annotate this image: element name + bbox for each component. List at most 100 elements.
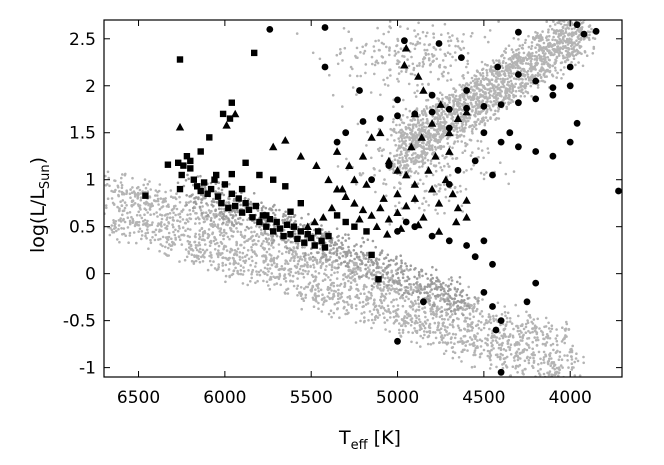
background-star-point — [411, 125, 415, 128]
background-star-point — [470, 325, 474, 329]
background-star-point — [518, 44, 522, 47]
background-star-point — [307, 282, 311, 286]
background-star-point — [404, 262, 407, 265]
background-star-point — [131, 186, 134, 189]
background-star-point — [193, 240, 196, 244]
background-star-point — [485, 74, 489, 77]
background-star-point — [508, 96, 511, 100]
background-star-point — [384, 328, 387, 331]
background-star-point — [564, 49, 568, 53]
background-star-point — [446, 302, 449, 306]
background-star-point — [256, 209, 260, 212]
background-star-point — [393, 158, 397, 161]
background-star-point — [512, 72, 515, 75]
background-star-point — [203, 252, 206, 255]
background-star-point — [176, 229, 180, 233]
background-star-point — [557, 358, 561, 362]
background-star-point — [454, 157, 458, 160]
background-star-point — [504, 47, 508, 50]
background-star-point — [137, 210, 140, 214]
background-star-point — [192, 206, 195, 210]
background-star-point — [331, 281, 334, 285]
background-star-point — [429, 138, 433, 141]
background-star-point — [404, 142, 407, 145]
background-star-point — [380, 251, 383, 255]
background-star-point — [489, 70, 492, 73]
background-star-point — [467, 119, 470, 123]
background-star-point — [529, 84, 533, 88]
background-star-point — [222, 237, 225, 241]
background-star-point — [517, 86, 520, 89]
background-star-point — [396, 59, 399, 62]
background-star-point — [429, 126, 433, 130]
background-star-point — [478, 122, 481, 126]
background-star-point — [409, 268, 412, 271]
background-star-point — [327, 230, 331, 234]
background-star-point — [394, 309, 397, 313]
background-star-point — [552, 35, 555, 39]
background-star-point — [524, 38, 527, 42]
background-star-point — [104, 184, 108, 187]
background-star-point — [514, 94, 518, 98]
background-star-point — [316, 262, 319, 265]
background-star-point — [458, 328, 462, 332]
background-star-point — [189, 194, 193, 198]
background-star-point — [157, 222, 160, 225]
background-star-point — [183, 258, 187, 262]
background-star-point — [163, 252, 166, 255]
background-star-point — [168, 216, 172, 219]
background-star-point — [474, 353, 477, 357]
background-star-point — [473, 349, 477, 352]
background-star-point — [318, 247, 322, 251]
background-star-point — [232, 257, 235, 260]
background-star-point — [295, 32, 299, 35]
background-star-point — [581, 64, 585, 68]
background-star-point — [294, 219, 297, 223]
background-star-point — [138, 188, 142, 192]
background-star-point — [479, 321, 483, 324]
background-star-point — [482, 326, 486, 330]
background-star-point — [246, 249, 250, 252]
background-star-point — [350, 259, 354, 263]
background-star-point — [551, 74, 555, 78]
background-star-point — [407, 64, 411, 68]
background-star-point — [365, 285, 368, 289]
background-star-point — [250, 245, 253, 249]
background-star-point — [432, 46, 436, 49]
background-star-point — [398, 160, 402, 163]
background-star-point — [405, 135, 409, 139]
background-star-point — [259, 244, 263, 248]
background-star-point — [387, 309, 391, 313]
background-star-point — [507, 345, 510, 349]
background-star-point — [413, 171, 417, 175]
background-star-point — [333, 302, 337, 306]
background-star-point — [476, 139, 480, 143]
background-star-point — [388, 292, 392, 295]
background-star-point — [372, 308, 376, 311]
background-star-point — [538, 57, 542, 60]
background-star-point — [201, 260, 205, 263]
background-star-point — [415, 64, 419, 68]
background-star-point — [555, 56, 559, 59]
background-star-point — [462, 171, 466, 174]
background-star-point — [521, 323, 524, 326]
background-star-point — [529, 81, 533, 84]
background-star-point — [257, 270, 261, 274]
background-star-point — [366, 130, 369, 134]
background-star-point — [241, 273, 245, 276]
background-star-point — [470, 167, 473, 171]
background-star-point — [324, 253, 328, 257]
background-star-point — [420, 141, 424, 145]
background-star-point — [230, 248, 234, 252]
background-star-point — [377, 48, 381, 52]
background-star-point — [447, 199, 451, 203]
background-star-point — [364, 263, 368, 267]
background-star-point — [392, 280, 396, 284]
background-star-point — [547, 321, 550, 325]
background-star-point — [347, 249, 351, 252]
background-star-point — [122, 232, 126, 236]
background-star-point — [156, 190, 159, 194]
background-star-point — [345, 254, 349, 257]
background-star-point — [282, 277, 286, 281]
background-star-point — [273, 213, 277, 217]
